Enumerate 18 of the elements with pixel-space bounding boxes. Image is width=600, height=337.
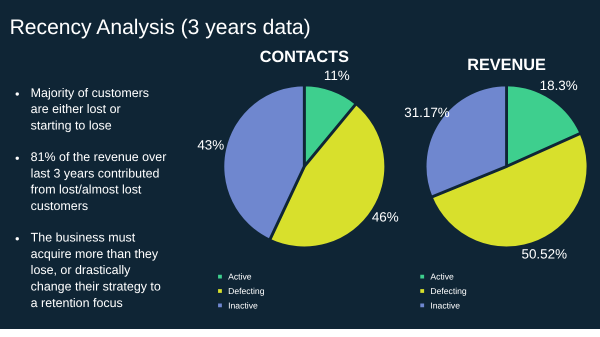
legend-label: Active <box>228 272 252 282</box>
chart-title: REVENUE <box>467 56 546 74</box>
data-label: 31.17% <box>404 104 450 120</box>
legend-label: Inactive <box>430 300 460 310</box>
text: 81% of the revenue over last 3 years contributed from lost/almost lost customers <box>30 150 166 214</box>
legend-label: Active <box>430 272 454 282</box>
data-label: 46% <box>372 210 399 225</box>
data-label: 18.3% <box>540 78 578 93</box>
legend-label: Defecting <box>430 286 467 296</box>
legend-label: Defecting <box>228 286 265 296</box>
chart-title: CONTACTS <box>260 48 350 66</box>
data-label: 50.52% <box>522 246 568 262</box>
text: Recency Analysis (3 years data) <box>10 16 311 40</box>
legend-label: Inactive <box>228 300 258 310</box>
text: The business must acquire more than they lose, or drastically change their strategy to a retention focus <box>30 230 161 310</box>
data-label: 43% <box>197 137 224 152</box>
data-label: 11% <box>324 68 350 84</box>
text: Majority of customers are either lost or starting to lose <box>30 86 150 133</box>
